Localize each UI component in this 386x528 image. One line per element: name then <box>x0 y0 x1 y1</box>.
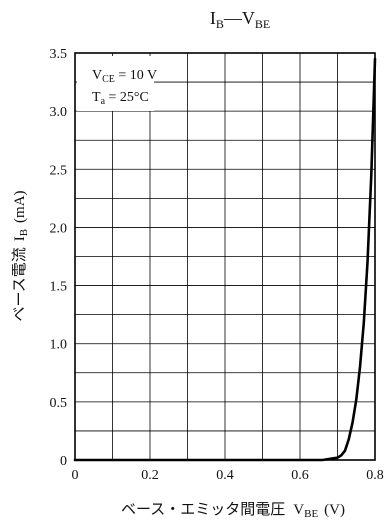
svg-text:IB—VBE: IB—VBE <box>210 8 270 31</box>
conditions-box: VCE = 10 V Ta = 25°C <box>77 56 157 111</box>
title-v: V <box>242 8 255 28</box>
y-tick-label: 1.5 <box>50 280 68 295</box>
y-tick-label: 0 <box>60 454 67 469</box>
conditions-background <box>77 56 154 111</box>
y-tick-label: 2.0 <box>50 221 68 236</box>
x-tick-label: 0.8 <box>366 468 384 483</box>
x-tick-label: 0.2 <box>141 468 159 483</box>
condition-ta: Ta = 25°C <box>92 90 149 107</box>
grid <box>75 53 375 460</box>
chart-title: IB—VBE <box>210 8 270 31</box>
title-dash: — <box>223 8 243 28</box>
x-ticks: 0 0.2 0.4 0.6 0.8 <box>72 468 384 483</box>
y-ticks: 0 0.5 1.0 1.5 2.0 2.5 3.0 3.5 <box>50 47 68 469</box>
y-tick-label: 1.0 <box>50 338 68 353</box>
title-i: I <box>210 8 216 28</box>
condition-vce: VCE = 10 V <box>92 68 157 85</box>
x-tick-label: 0.4 <box>216 468 234 483</box>
y-axis-label: ベース電流IB(mA) <box>11 190 30 321</box>
y-tick-label: 3.5 <box>50 47 68 62</box>
y-tick-label: 2.5 <box>50 163 68 178</box>
x-tick-label: 0 <box>72 468 79 483</box>
title-v-sub: BE <box>255 17 270 31</box>
x-axis-label: ベース・エミッタ間電圧 VBE (V) <box>121 501 345 520</box>
y-tick-label: 0.5 <box>50 396 68 411</box>
plot-frame <box>74 52 376 461</box>
title-i-sub: B <box>216 17 224 31</box>
x-tick-label: 0.6 <box>291 468 309 483</box>
y-tick-label: 3.0 <box>50 105 68 120</box>
